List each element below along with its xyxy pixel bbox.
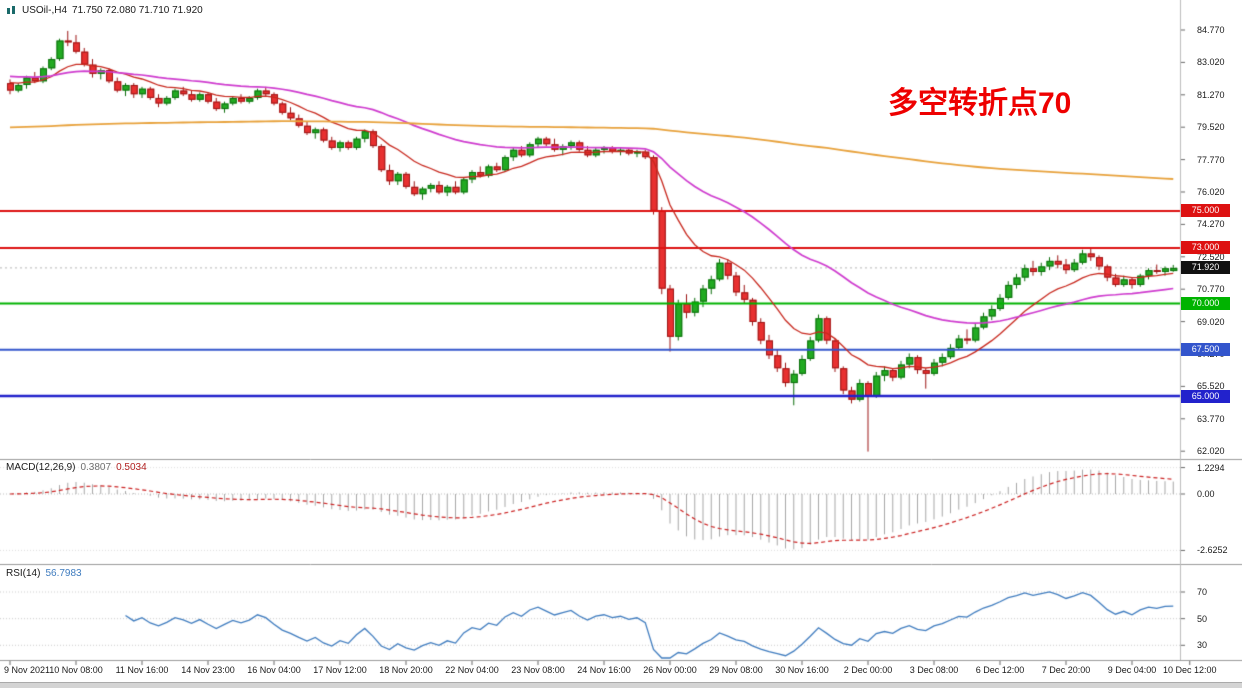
macd-axis-label: 1.2294 [1197,462,1225,473]
annotation-text[interactable]: 多空转折点70 [888,87,1072,120]
time-axis-label: 17 Nov 12:00 [313,665,367,675]
macd-label: MACD(12,26,9) 0.3807 0.5034 [6,462,147,473]
rsi-label: RSI(14) 56.7983 [6,568,82,579]
price-level-badge: 70.000 [1181,296,1230,310]
time-axis-label: 18 Nov 20:00 [379,665,433,675]
time-axis-label: 7 Dec 20:00 [1041,665,1091,675]
time-axis-label: 9 Nov 2021 [4,665,51,675]
price-level-badge: 67.500 [1181,343,1230,357]
price-axis-label: 63.770 [1197,413,1225,424]
time-axis-label: 2 Dec 00:00 [843,665,893,675]
price-axis-label: 72.520 [1197,251,1225,262]
time-axis-label: 26 Nov 00:00 [643,665,697,675]
price-level-badge: 65.000 [1181,389,1230,403]
rsi-value: 56.7983 [45,568,82,579]
rsi-name: RSI(14) [6,568,41,579]
time-axis-label: 29 Nov 08:00 [709,665,763,675]
macd-axis-label: 0.00 [1197,489,1215,499]
macd-name: MACD(12,26,9) [6,462,76,473]
time-axis-label: 11 Nov 16:00 [115,665,169,675]
time-axis-label: 9 Dec 04:00 [1107,665,1157,675]
macd-axis-label: -2.6252 [1197,545,1228,556]
price-axis-label: 69.020 [1197,316,1225,327]
time-axis-label: 23 Nov 08:00 [511,665,565,675]
current-price-badge: 71.920 [1181,261,1230,275]
price-axis-label: 77.770 [1197,154,1225,165]
time-axis-label: 22 Nov 04:00 [445,665,499,675]
ohlc-values: 71.750 72.080 71.710 71.920 [72,5,203,16]
price-axis-label: 76.020 [1197,186,1225,197]
price-axis-label: 81.270 [1197,89,1225,100]
price-axis-label: 83.020 [1197,57,1225,68]
bottom-scrollbar-strip[interactable] [0,682,1242,688]
rsi-axis-label: 50 [1197,613,1208,624]
price-axis-label: 62.020 [1197,446,1225,457]
chart-type-icon [7,6,15,14]
time-axis-label: 6 Dec 12:00 [975,665,1025,675]
rsi-axis-label: 70 [1197,587,1208,597]
macd-signal-value: 0.5034 [116,462,147,473]
price-level-badge: 73.000 [1181,241,1230,255]
time-axis-label: 3 Dec 08:00 [909,665,959,675]
time-axis-label: 14 Nov 23:00 [181,665,235,675]
time-axis-label: 10 Dec 12:00 [1162,665,1217,675]
price-axis-label: 70.770 [1197,284,1225,295]
price-level-badge: 75.000 [1181,204,1230,218]
time-axis-label: 30 Nov 16:00 [775,665,829,675]
symbol-period: USOil-,H4 [22,5,68,16]
time-axis-label: 16 Nov 04:00 [247,665,301,675]
price-axis-label: 74.270 [1197,219,1225,230]
time-axis-label: 24 Nov 16:00 [577,665,631,675]
macd-main-value: 0.3807 [80,462,112,473]
price-axis-label: 84.770 [1197,25,1225,35]
price-axis-label: 79.520 [1197,122,1225,133]
time-axis-label: 10 Nov 08:00 [49,665,103,675]
rsi-axis-label: 30 [1197,640,1208,651]
price-axis-label: 65.520 [1197,381,1225,392]
chart-title: USOil-,H4 71.750 72.080 71.710 71.920 [6,5,203,16]
